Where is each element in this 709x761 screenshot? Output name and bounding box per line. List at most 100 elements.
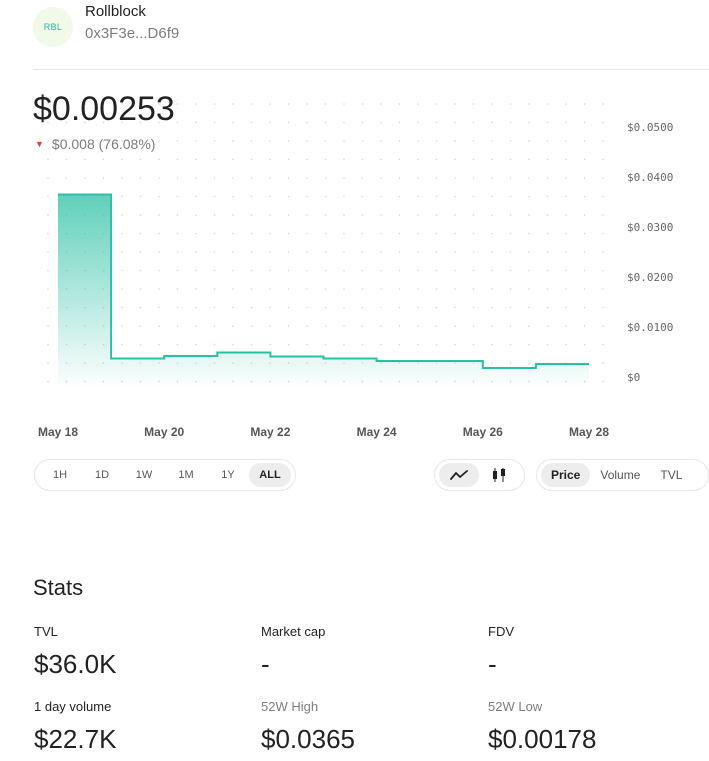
y-tick-label: $0.0100 (627, 321, 673, 334)
grid-dot (269, 103, 271, 105)
grid-dot (361, 288, 364, 290)
grid-dot (306, 343, 308, 346)
grid-dot (139, 325, 142, 327)
grid-dot (343, 140, 345, 142)
grid-dot (417, 158, 419, 161)
grid-dot (472, 195, 475, 198)
grid-dot (491, 325, 493, 327)
grid-dot (158, 158, 160, 161)
grid-dot (176, 306, 179, 309)
range-button-all[interactable]: ALL (249, 463, 291, 487)
grid-dot (472, 269, 475, 272)
y-axis: $0.0500 $0.0400 $0.0300 $0.0200 $0.0100 $0 (627, 121, 673, 384)
grid-dot (528, 195, 530, 198)
grid-dot (565, 214, 567, 216)
grid-dot (509, 288, 512, 290)
grid-dot (47, 140, 49, 142)
grid-dot (306, 288, 308, 290)
grid-dot (158, 325, 160, 327)
grid-dot (158, 269, 160, 272)
grid-dot (213, 140, 216, 142)
grid-dot (269, 325, 271, 327)
grid-dot (380, 158, 382, 161)
grid-dot (176, 140, 179, 142)
stat-52w-high-value: $0.0365 (261, 724, 355, 754)
grid-dot (158, 103, 160, 105)
metric-button-volume[interactable]: Volume (600, 468, 641, 482)
grid-dot (176, 195, 179, 198)
stat-market-cap-label: Market cap (261, 624, 326, 639)
grid-dot (417, 232, 419, 235)
x-tick-label: May 24 (357, 425, 397, 439)
grid-dot (417, 177, 419, 179)
grid-dot (324, 140, 327, 142)
grid-dot (121, 177, 123, 179)
grid-dot (472, 177, 475, 179)
grid-dot (65, 140, 68, 142)
grid-dot (139, 103, 142, 105)
stat-tvl: TVL $36.0K (34, 624, 116, 679)
grid-dot (509, 140, 512, 142)
grid-dot (306, 251, 308, 253)
grid-dot (583, 325, 586, 327)
grid-dot (158, 121, 160, 124)
grid-dot (454, 121, 456, 124)
grid-dot (398, 325, 401, 327)
grid-dot (435, 269, 438, 272)
grid-dot (213, 177, 216, 179)
grid-dot (287, 195, 290, 198)
range-button-1d[interactable]: 1D (94, 469, 110, 481)
grid-dot (250, 325, 253, 327)
down-triangle-icon: ▼ (35, 139, 44, 149)
token-address[interactable]: 0x3F3e...D6f9 (85, 25, 180, 42)
grid-dot (583, 288, 586, 290)
metric-selector: Price Volume TVL (536, 459, 709, 491)
grid-dot (158, 288, 160, 290)
grid-dot (195, 121, 197, 124)
range-button-1m[interactable]: 1M (178, 469, 194, 481)
range-button-1w[interactable]: 1W (135, 469, 153, 481)
grid-dot (213, 269, 216, 272)
metric-button-tvl[interactable]: TVL (660, 468, 683, 482)
grid-dot (602, 343, 604, 346)
grid-dot (213, 103, 216, 105)
price-chart[interactable]: $0.0500 $0.0400 $0.0300 $0.0200 $0.0100 $0 Ma… (0, 0, 709, 450)
grid-dot (195, 140, 197, 142)
grid-dot (306, 214, 308, 216)
metric-button-price[interactable]: Price (541, 463, 591, 487)
grid-dot (324, 214, 327, 216)
grid-dot (361, 269, 364, 272)
grid-dot (324, 158, 327, 161)
line-chart-button[interactable] (439, 463, 479, 487)
stat-market-cap-value: - (261, 649, 270, 679)
grid-dot (269, 306, 271, 309)
grid-dot (250, 343, 253, 346)
grid-dot (546, 214, 549, 216)
grid-dot (546, 140, 549, 142)
grid-dot (602, 325, 604, 327)
grid-dot (602, 306, 604, 309)
grid-dot (324, 269, 327, 272)
header-divider (33, 69, 709, 70)
grid-dot (343, 177, 345, 179)
range-button-1y[interactable]: 1Y (221, 469, 235, 481)
grid-dot (602, 158, 604, 161)
grid-dot (491, 103, 493, 105)
grid-dot (528, 325, 530, 327)
grid-dot (491, 121, 493, 124)
grid-dot (565, 288, 567, 290)
grid-dot (232, 121, 234, 124)
grid-dot (139, 121, 142, 124)
range-button-1h[interactable]: 1H (52, 469, 68, 481)
price-line (58, 193, 589, 369)
grid-dot (84, 103, 86, 105)
grid-dot (306, 232, 308, 235)
grid-dot (306, 158, 308, 161)
grid-dot (324, 251, 327, 253)
grid-dot (65, 158, 68, 161)
grid-dot (343, 103, 345, 105)
grid-dot (176, 214, 179, 216)
grid-dot (250, 214, 253, 216)
candlestick-chart-button[interactable] (479, 463, 519, 487)
grid-dot (121, 214, 123, 216)
